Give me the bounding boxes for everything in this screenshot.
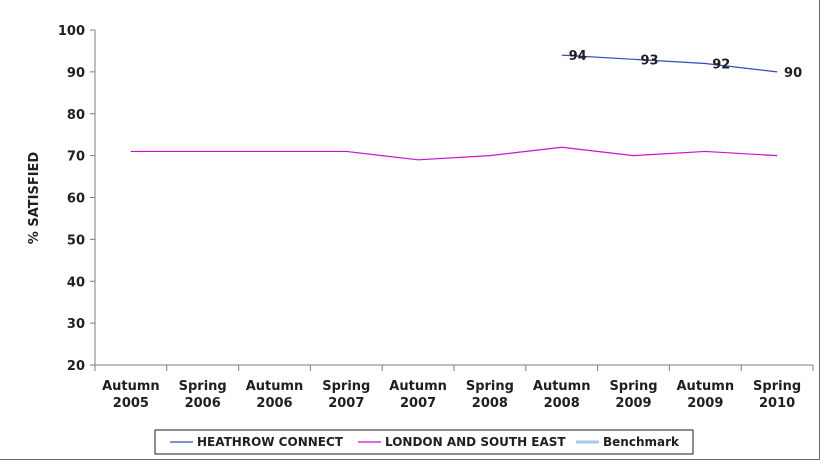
x-tick-label: 2009 — [687, 396, 723, 411]
y-tick-label: 90 — [67, 66, 85, 81]
x-tick-label: 2010 — [759, 396, 795, 411]
data-label: 94 — [569, 49, 587, 64]
series-line-0 — [561, 54, 778, 73]
x-tick-label: Spring — [609, 379, 657, 394]
y-tick-labels: 100 90 80 70 60 50 40 30 20 — [58, 24, 85, 374]
x-tick-label: 2008 — [472, 396, 508, 411]
x-tick-label: Spring — [753, 379, 801, 394]
legend-entry: HEATHROW CONNECT — [197, 435, 344, 449]
y-tick-label: 50 — [67, 233, 85, 248]
y-tick-label: 40 — [67, 275, 85, 290]
y-tick-label: 100 — [58, 24, 85, 39]
x-tick-label: Spring — [322, 379, 370, 394]
y-tick-label: 70 — [67, 150, 85, 165]
x-tick-label: 2007 — [400, 396, 436, 411]
data-label: 93 — [640, 53, 658, 68]
series-line-1 — [130, 146, 778, 161]
y-tick-label: 60 — [67, 192, 85, 207]
x-tick-labels: Autumn 2005 Spring 2006 Autumn 2006 Spring 2007… — [102, 379, 801, 411]
x-tick-label: Spring — [466, 379, 514, 394]
y-tick-label: 20 — [67, 359, 85, 374]
y-tick-label: 80 — [67, 108, 85, 123]
data-label: 90 — [784, 66, 802, 81]
axes — [90, 29, 814, 371]
x-tick-label: Autumn — [246, 379, 304, 394]
data-labels: 94 93 92 90 — [569, 49, 802, 81]
x-tick-label: 2006 — [256, 396, 292, 411]
x-tick-label: 2007 — [328, 396, 364, 411]
x-tick-label: Autumn — [389, 379, 447, 394]
x-tick-label: Spring — [179, 379, 227, 394]
legend: HEATHROW CONNECT LONDON AND SOUTH EAST Ben… — [154, 429, 694, 455]
x-tick-label: Autumn — [533, 379, 591, 394]
legend-entry: Benchmark — [603, 435, 680, 449]
y-axis-label: % SATISFIED — [27, 152, 42, 245]
x-tick-label: 2006 — [185, 396, 221, 411]
x-tick-label: 2008 — [544, 396, 580, 411]
data-label: 92 — [712, 58, 730, 73]
y-tick-label: 30 — [67, 317, 85, 332]
x-tick-label: Autumn — [677, 379, 735, 394]
legend-entry: LONDON AND SOUTH EAST — [385, 435, 566, 449]
x-tick-label: Autumn — [102, 379, 160, 394]
legend-box — [154, 429, 694, 455]
x-tick-label: 2005 — [113, 396, 149, 411]
x-tick-label: 2009 — [615, 396, 651, 411]
series-lines — [130, 54, 778, 161]
